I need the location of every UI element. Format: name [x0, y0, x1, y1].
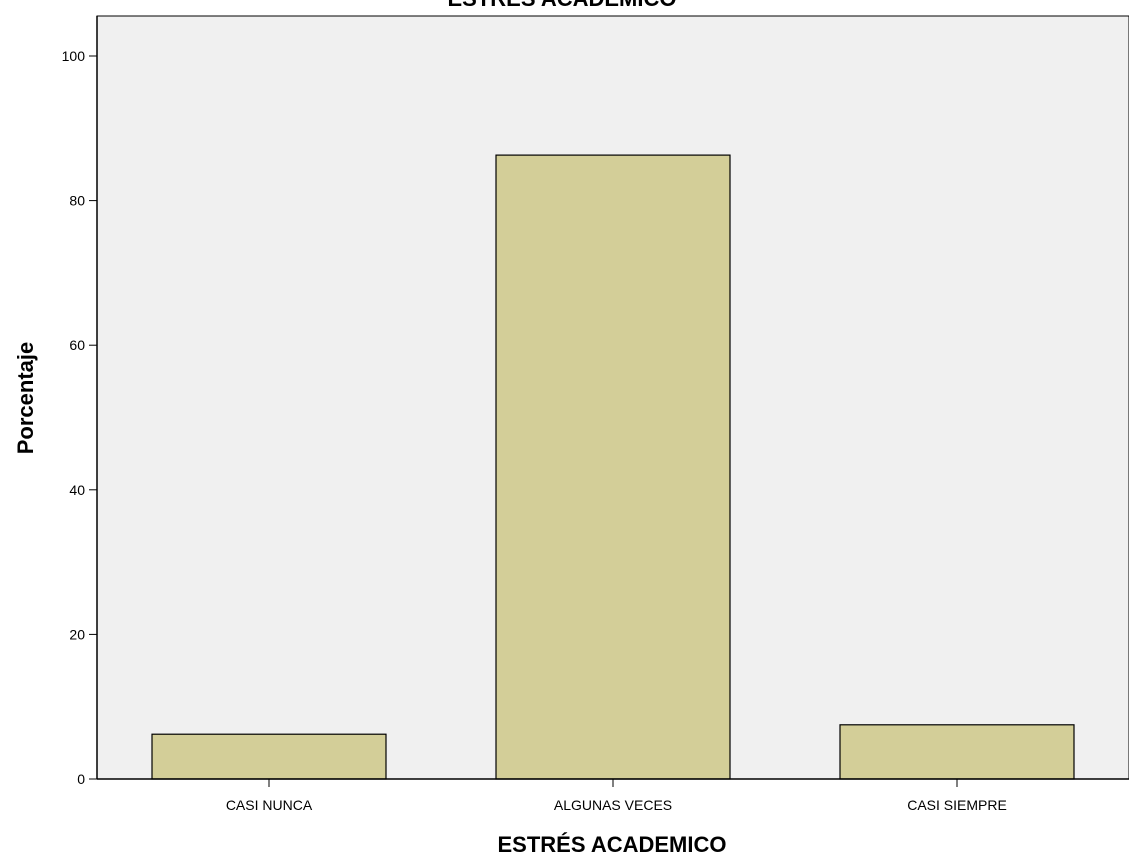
- y-axis: 0 20 40 60 80 100: [62, 16, 98, 787]
- y-tick-label: 20: [69, 626, 85, 642]
- bar-algunas-veces: [495, 154, 731, 780]
- y-axis-title: Porcentaje: [13, 342, 38, 455]
- x-category-label: CASI NUNCA: [226, 797, 313, 813]
- x-axis: CASI NUNCA ALGUNAS VECES CASI SIEMPRE: [97, 778, 1129, 813]
- x-category-label: ALGUNAS VECES: [554, 797, 672, 813]
- bar-casi-siempre: [839, 724, 1075, 780]
- x-axis-title: ESTRÉS ACADEMICO: [498, 832, 727, 857]
- x-category-label: CASI SIEMPRE: [907, 797, 1007, 813]
- y-tick-label: 40: [69, 482, 85, 498]
- y-tick-label: 60: [69, 337, 85, 353]
- y-tick-label: 80: [69, 193, 85, 209]
- y-tick-label: 0: [77, 771, 85, 787]
- bar-casi-nunca: [151, 733, 387, 780]
- chart-title: ESTRÉS ACADEMICO: [448, 0, 677, 11]
- y-tick-label: 100: [62, 48, 86, 64]
